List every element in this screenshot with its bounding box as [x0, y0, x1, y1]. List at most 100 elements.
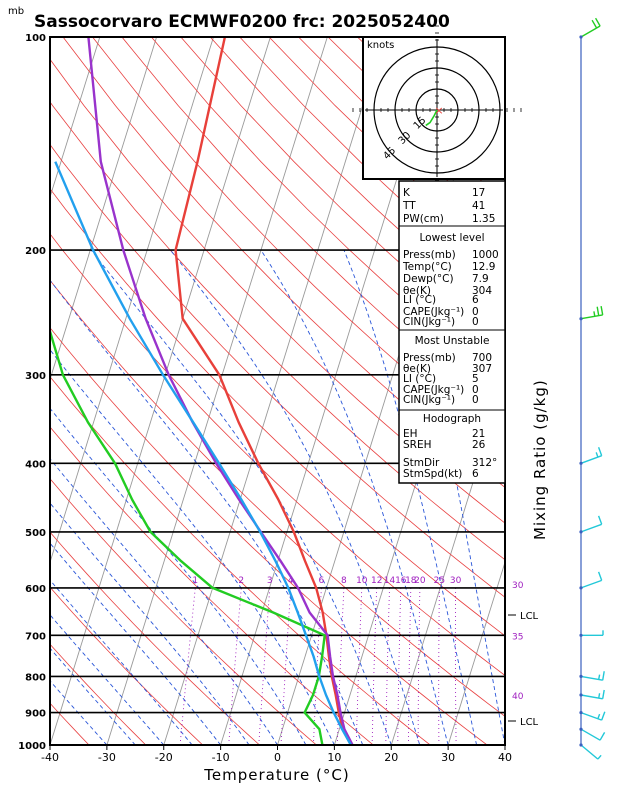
dry-adiabat	[50, 327, 488, 745]
chart-title: Sassocorvaro ECMWF0200 frc: 2025052400	[34, 12, 450, 32]
ll-cin-value: 0	[472, 316, 479, 328]
dry-adiabat	[50, 233, 505, 676]
mu-li-value: 5	[472, 373, 479, 385]
ll-press-value: 1000	[472, 249, 499, 261]
wind-barb-shaft	[580, 25, 601, 38]
mixing-ratio-label: 25	[434, 576, 445, 586]
mu-thetae-label: θe(K)	[403, 363, 431, 375]
dry-adiabat	[50, 58, 505, 524]
mu-press-label: Press(mb)	[403, 352, 456, 364]
wind-profile	[579, 17, 606, 760]
lowest-level-heading: Lowest level	[419, 232, 484, 244]
sreh-label: SREH	[403, 439, 432, 451]
dry-adiabat	[50, 586, 203, 745]
pressure-tick-label: 1000	[18, 741, 46, 752]
moist-adiabat	[170, 249, 421, 745]
wind-barb-shaft	[580, 523, 602, 533]
mu-cin-label: CIN(Jkg⁻¹)	[403, 394, 455, 406]
most-unstable-heading: Most Unstable	[415, 335, 490, 347]
mixing-ratio-label: 12	[371, 576, 382, 586]
ll-li-label: LI (°C)	[403, 294, 436, 306]
ll-cape-value: 0	[472, 306, 479, 318]
tt-label: TT	[402, 200, 416, 212]
wind-barb-feather	[598, 674, 601, 680]
wind-barb-point	[579, 633, 583, 637]
isotherm	[50, 37, 214, 564]
moist-adiabat	[50, 614, 165, 745]
wind-barb-shaft	[580, 579, 602, 589]
mixing-ratio-label: 8	[341, 576, 347, 586]
axis-ticks: -40 -30 -20 -10 0 10 20 30 40	[41, 745, 512, 764]
temperature-line	[174, 37, 352, 745]
wind-barb-feather	[596, 306, 600, 316]
pressure-tick-label: 100	[25, 33, 46, 44]
mixing-ratio-label: 2	[238, 576, 244, 586]
x-tick-label: -10	[212, 751, 230, 764]
hodograph-stats-box	[398, 409, 506, 484]
x-tick-label: 10	[327, 751, 341, 764]
ll-cape-label: CAPE(Jkg⁻¹)	[403, 306, 464, 318]
wind-barb-point	[579, 586, 583, 590]
ll-li-value: 6	[472, 294, 479, 306]
mixing-ratio-label: 3	[267, 576, 273, 586]
dry-adiabat	[121, 37, 505, 420]
mu-cape-value: 0	[472, 384, 479, 396]
mu-cin-value: 0	[472, 394, 479, 406]
x-tick-label: 40	[498, 751, 512, 764]
parcel-line	[54, 161, 352, 745]
stmspd-value: 6	[472, 468, 479, 480]
stats-frame	[398, 180, 506, 484]
x-axis-label: Temperature (°C)	[203, 766, 349, 784]
isotherm	[163, 37, 385, 745]
k-label: K	[403, 187, 411, 199]
k-value: 17	[472, 187, 485, 199]
pressure-tick-label: 500	[25, 528, 46, 539]
wind-barb-point	[579, 693, 583, 697]
stmspd-label: StmSpd(kt)	[403, 468, 462, 480]
ll-thetae-label: θe(K)	[403, 285, 431, 297]
theta-e-label: 40	[512, 692, 524, 702]
pressure-tick-label: 700	[25, 631, 46, 642]
sreh-value: 26	[472, 439, 486, 451]
mixing-ratio-label: 1	[192, 576, 198, 586]
mixing-ratio-label: 18	[405, 576, 417, 586]
dewpoint-line	[50, 327, 326, 745]
mixing-ratio-label: 30	[450, 576, 462, 586]
mixing-ratio-axis-label: Mixing Ratio (g/kg)	[531, 379, 549, 540]
isotherm	[106, 37, 328, 745]
moist-adiabat	[50, 680, 108, 745]
wind-barb-point	[579, 530, 583, 534]
wind-barb-feather	[594, 17, 601, 27]
dry-adiabat	[50, 531, 260, 745]
dry-adiabat	[50, 279, 505, 717]
storm-motion-marker: ×	[434, 104, 443, 117]
ll-thetae-value: 304	[472, 285, 492, 297]
wind-barb-point	[579, 461, 583, 465]
hodograph-heading: Hodograph	[423, 413, 481, 425]
x-tick-label: -30	[98, 751, 116, 764]
wind-barb-feather	[598, 693, 601, 699]
x-tick-label: 30	[441, 751, 455, 764]
ll-dewp-label: Dewp(°C)	[403, 273, 454, 285]
pressure-tick-label: 800	[25, 672, 46, 683]
x-tick-label: 20	[384, 751, 398, 764]
wind-barb-feather	[597, 447, 603, 456]
wind-barb-feather	[597, 754, 602, 760]
dry-adiabat	[50, 376, 431, 745]
virtual-temperature-line	[87, 37, 354, 745]
hodograph-unit: knots	[367, 40, 394, 51]
wind-barb-feather	[593, 311, 596, 317]
ll-temp-label: Temp(°C)	[402, 261, 452, 273]
pw-value: 1.35	[472, 213, 495, 225]
wind-barb-point	[579, 743, 583, 747]
wind-barb-feather	[597, 713, 601, 720]
dry-adiabat	[62, 37, 505, 488]
ll-cin-label: CIN(Jkg⁻¹)	[403, 316, 455, 328]
stats-panel: K 17 TT 41 PW(cm) 1.35 Lowest level Pres…	[398, 180, 506, 484]
ll-temp-value: 12.9	[472, 261, 495, 273]
dry-adiabat	[50, 188, 505, 637]
